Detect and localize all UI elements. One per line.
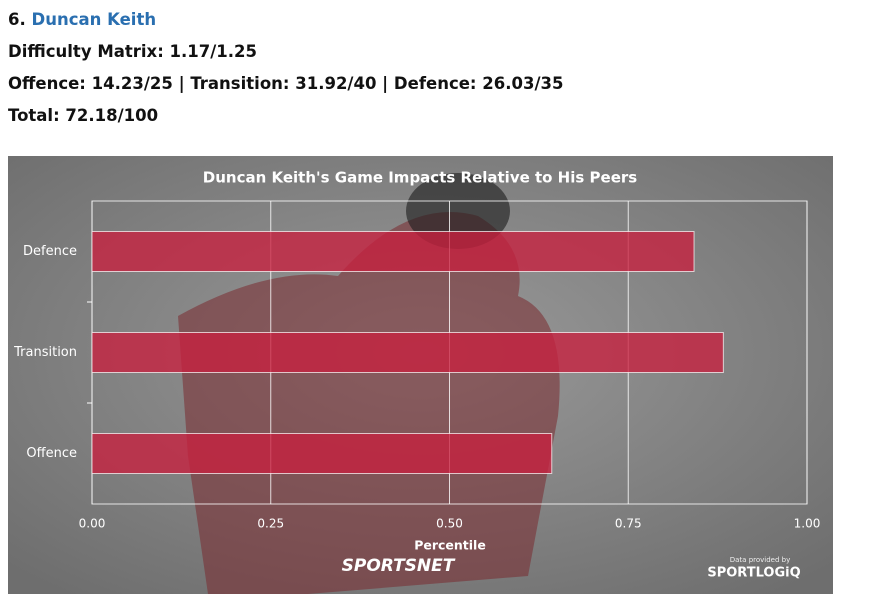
difficulty-line: Difficulty Matrix: 1.17/1.25 (8, 42, 257, 61)
x-axis-title: Percentile (414, 538, 486, 553)
x-tick-label: 0.75 (615, 517, 642, 531)
x-tick-label: 1.00 (794, 517, 821, 531)
bar (91, 433, 553, 474)
total-line: Total: 72.18/100 (8, 106, 159, 125)
chart-title: Duncan Keith's Game Impacts Relative to … (203, 169, 637, 187)
bar (91, 332, 724, 373)
bar (91, 231, 695, 272)
chart: Duncan Keith's Game Impacts Relative to … (8, 156, 833, 594)
x-tick-label: 0.25 (257, 517, 284, 531)
provider-logo: SPORTLOGiQ (707, 566, 800, 581)
rank: 6. (8, 10, 26, 29)
y-tick-label: Offence (26, 446, 77, 461)
player-name[interactable]: Duncan Keith (31, 10, 157, 29)
y-tick-label: Transition (13, 345, 77, 360)
player-silhouette (178, 212, 560, 594)
x-tick-label: 0.00 (79, 517, 106, 531)
data-note: Data provided by (730, 556, 790, 564)
x-tick-label: 0.50 (436, 517, 463, 531)
network-logo: SPORTSNET (342, 556, 456, 576)
y-tick-label: Defence (23, 244, 77, 259)
heading: 6. Duncan Keith (8, 10, 156, 29)
scores-line: Offence: 14.23/25 | Transition: 31.92/40… (8, 74, 564, 93)
helmet (406, 173, 510, 249)
